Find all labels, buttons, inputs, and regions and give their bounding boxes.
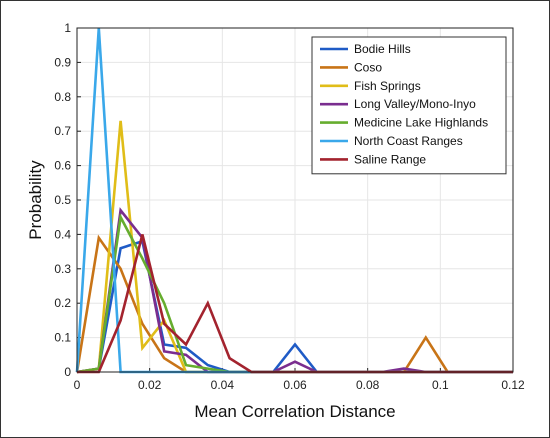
legend-label-medicine-lake-highlands: Medicine Lake Highlands (354, 116, 488, 130)
axes-box (76, 27, 514, 373)
x-tick-labels: 0 0.02 0.04 0.06 0.08 0.1 0.12 (74, 378, 525, 392)
legend-label-fish-springs: Fish Springs (354, 79, 421, 93)
y-tick-label: 0.3 (54, 262, 71, 276)
legend-label-saline-range: Saline Range (354, 152, 426, 166)
y-axis-label: Probability (26, 160, 45, 240)
x-tick-label: 0.08 (356, 378, 380, 392)
y-tick-label: 0.7 (54, 124, 71, 138)
y-tick-label: 0.1 (54, 331, 71, 345)
y-tick-label: 0.5 (54, 193, 71, 207)
x-tick-label: 0 (74, 378, 81, 392)
legend: Bodie Hills Coso Fish Springs Long Valley/M… (311, 36, 507, 175)
y-tick-labels: 0 0.1 0.2 0.3 0.4 0.5 0.6 0.7 0.8 0.9 1 (54, 21, 71, 379)
x-axis-label: Mean Correlation Distance (194, 402, 395, 421)
y-tick-label: 0.8 (54, 90, 71, 104)
series-line-saline-range (77, 234, 513, 374)
legend-label-north-coast-ranges: North Coast Ranges (354, 134, 463, 148)
series-line-bodie-hills (76, 239, 513, 374)
x-tick-label: 0.12 (501, 378, 525, 392)
y-tick-label: 0.4 (54, 227, 71, 241)
x-tick-label: 0.04 (211, 378, 235, 392)
y-tick-label: 0.6 (54, 159, 71, 173)
y-tick-label: 0.2 (54, 296, 71, 310)
y-tick-label: 0 (64, 365, 71, 379)
legend-label-long-valley-mono-inyo: Long Valley/Mono-Inyo (354, 97, 476, 111)
x-tick-label: 0.02 (138, 378, 162, 392)
legend-label-bodie-hills: Bodie Hills (354, 42, 411, 56)
legend-label-coso: Coso (354, 60, 382, 74)
y-tick-label: 1 (64, 21, 71, 35)
y-tick-label: 0.9 (54, 55, 71, 69)
x-tick-label: 0.1 (432, 378, 449, 392)
x-tick-label: 0.06 (283, 378, 307, 392)
